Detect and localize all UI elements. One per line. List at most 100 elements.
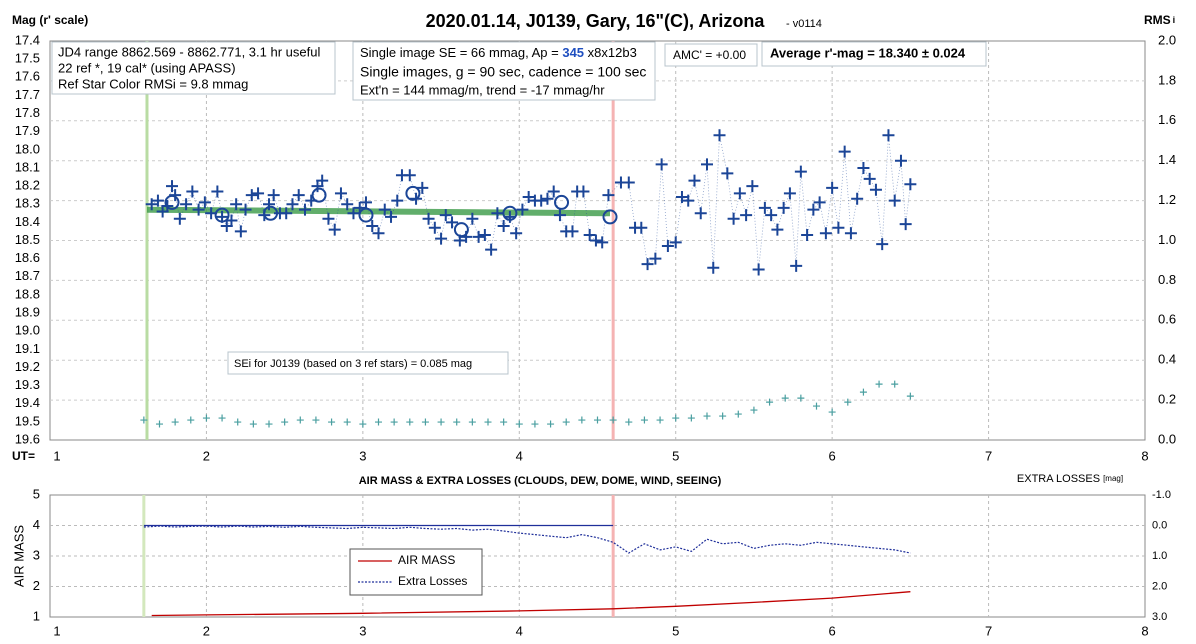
info-text: Single image SE = 66 mmag, Ap = — [360, 45, 562, 60]
point — [234, 225, 247, 238]
point — [500, 418, 508, 426]
info-text: Single images, g = 90 sec, cadence = 100… — [360, 64, 646, 80]
point — [218, 414, 226, 422]
point — [566, 225, 579, 238]
point — [766, 398, 774, 406]
info-box — [352, 41, 656, 101]
point — [541, 192, 554, 205]
point — [286, 198, 299, 211]
point — [252, 187, 265, 200]
point — [145, 198, 158, 211]
point — [405, 185, 421, 201]
point — [859, 388, 867, 396]
point — [777, 201, 790, 214]
point — [899, 218, 912, 231]
point — [503, 210, 516, 223]
y-tick-label: 19.1 — [15, 341, 40, 356]
x-tick-label: 7 — [985, 448, 992, 463]
y-tick-label: 18.1 — [15, 159, 40, 174]
y2-tick-label: -1.0 — [1152, 489, 1171, 501]
point — [446, 216, 459, 229]
x-tick-label: 1 — [53, 623, 60, 638]
point — [797, 394, 805, 402]
point — [547, 185, 560, 198]
point — [239, 203, 252, 216]
point — [171, 418, 179, 426]
point — [713, 129, 726, 142]
point — [478, 229, 491, 242]
y2-tick-label: 0.2 — [1158, 392, 1176, 407]
point — [882, 129, 895, 142]
y2-tick-label: 2.0 — [1158, 32, 1176, 47]
point — [180, 198, 193, 211]
point — [265, 420, 273, 428]
info-box — [761, 41, 987, 67]
chart-title: 2020.01.14, J0139, Gary, 16"(C), Arizona — [426, 11, 766, 31]
y-tick-label: 17.4 — [15, 32, 40, 47]
point — [416, 181, 429, 194]
y2-tick-label: 1.6 — [1158, 112, 1176, 127]
info-text: Average r'-mag = 18.340 ± 0.024 — [770, 45, 966, 60]
y-tick-label: 2 — [33, 578, 40, 593]
point — [328, 223, 341, 236]
point — [752, 263, 765, 276]
point — [703, 412, 711, 420]
point — [281, 418, 289, 426]
y2-tick-label: 0.0 — [1158, 431, 1176, 446]
y-tick-label: 19.5 — [15, 413, 40, 428]
point — [234, 418, 242, 426]
x-tick-label: 6 — [829, 623, 836, 638]
info-text: 345 — [562, 45, 584, 60]
connector — [151, 135, 911, 270]
x-tick-label: 1 — [53, 448, 60, 463]
label: RMS — [1144, 13, 1171, 27]
info-text: Single image SE = 66 mmag, Ap = 345 x8x1… — [360, 45, 637, 60]
point — [721, 167, 734, 180]
point — [906, 392, 914, 400]
y2-tick-label: 3.0 — [1152, 611, 1167, 623]
y-tick-label: 1 — [33, 608, 40, 623]
point — [894, 154, 907, 167]
point — [562, 418, 570, 426]
point — [904, 178, 917, 191]
legend-label: AIR MASS — [398, 553, 455, 567]
y-tick-label: 19.0 — [15, 323, 40, 338]
y-tick-label: 19.3 — [15, 377, 40, 392]
point — [263, 198, 275, 211]
y2-axis-label: RMS i — [1144, 13, 1175, 27]
y-tick-label: 18.4 — [15, 214, 40, 229]
point — [801, 229, 814, 242]
point — [245, 189, 258, 202]
point — [312, 416, 320, 424]
x-tick-label: 5 — [672, 623, 679, 638]
info-text: AMC' = +0.00 — [673, 48, 746, 62]
point — [421, 418, 429, 426]
x-tick-label: 2 — [203, 448, 210, 463]
point — [378, 203, 391, 216]
point — [819, 227, 832, 240]
point — [214, 207, 230, 223]
point — [661, 239, 674, 252]
point — [694, 207, 707, 220]
x-tick-label: 4 — [516, 448, 523, 463]
point — [466, 212, 479, 225]
y2-tick-label: 1.0 — [1152, 550, 1167, 562]
point — [682, 194, 695, 207]
point — [249, 420, 257, 428]
point — [211, 185, 224, 198]
y-tick-label: 17.5 — [15, 51, 40, 66]
point — [635, 221, 648, 234]
point — [267, 189, 280, 202]
point — [225, 214, 238, 227]
point — [851, 192, 864, 205]
point — [343, 418, 351, 426]
legend — [349, 548, 483, 596]
point — [783, 187, 796, 200]
point — [341, 198, 354, 211]
point — [372, 227, 385, 240]
x-tick-label: 3 — [359, 448, 366, 463]
point — [390, 418, 398, 426]
y2-tick-label: 0.6 — [1158, 312, 1176, 327]
annotations: JD4 range 8862.569 - 8862.771, 3.1 hr us… — [51, 41, 987, 375]
point — [263, 205, 279, 221]
